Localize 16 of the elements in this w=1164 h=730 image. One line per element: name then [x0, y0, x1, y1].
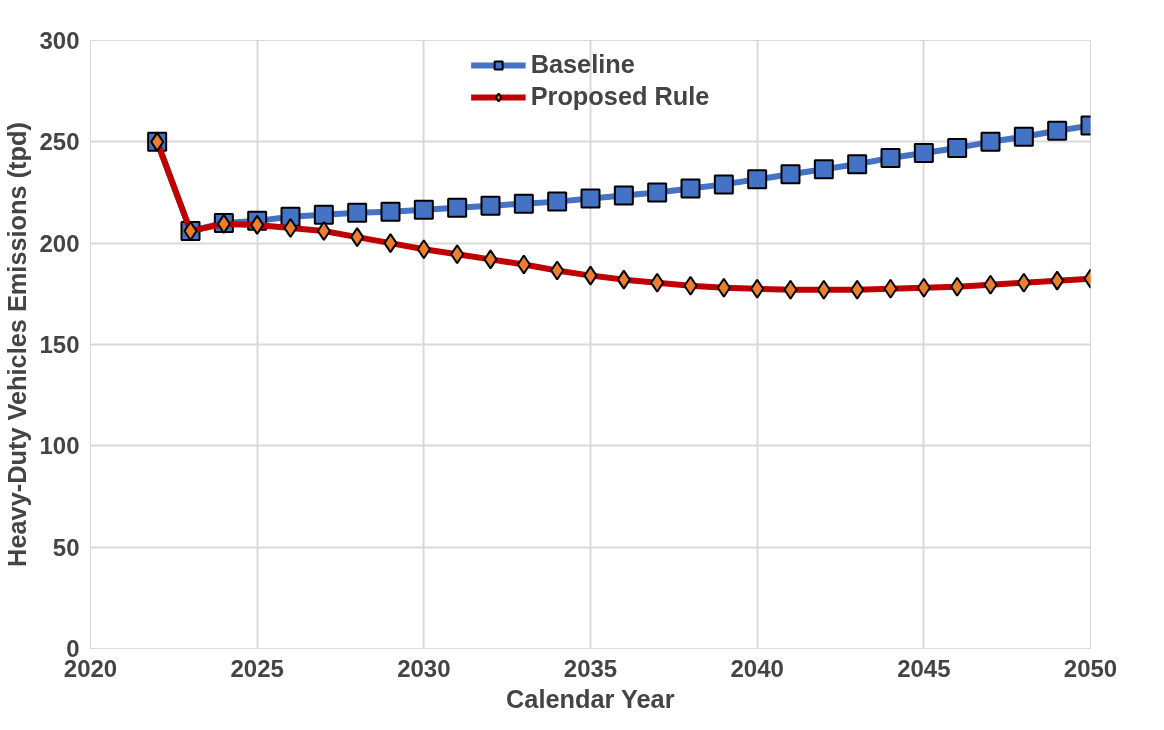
y-tick-label: 50	[52, 533, 80, 561]
x-tick-label: 2030	[397, 654, 451, 682]
y-tick-label: 100	[39, 432, 80, 460]
x-axis-title: Calendar Year	[506, 684, 675, 713]
x-tick-label: 2025	[230, 654, 284, 682]
y-tick-label: 300	[39, 27, 80, 54]
legend-label: Baseline	[530, 50, 635, 79]
x-tick-label: 2040	[730, 654, 784, 682]
x-tick-label: 2035	[563, 654, 618, 682]
legend-label: Proposed Rule	[530, 82, 710, 111]
y-tick-label: 150	[39, 331, 80, 358]
y-tick-label: 250	[39, 128, 80, 156]
y-axis-title: Heavy-Duty Vehicles Emissions (tpd)	[3, 122, 32, 567]
x-tick-label: 2045	[897, 654, 951, 682]
y-tick-label: 200	[39, 229, 80, 257]
x-tick-label: 2050	[1063, 654, 1118, 682]
